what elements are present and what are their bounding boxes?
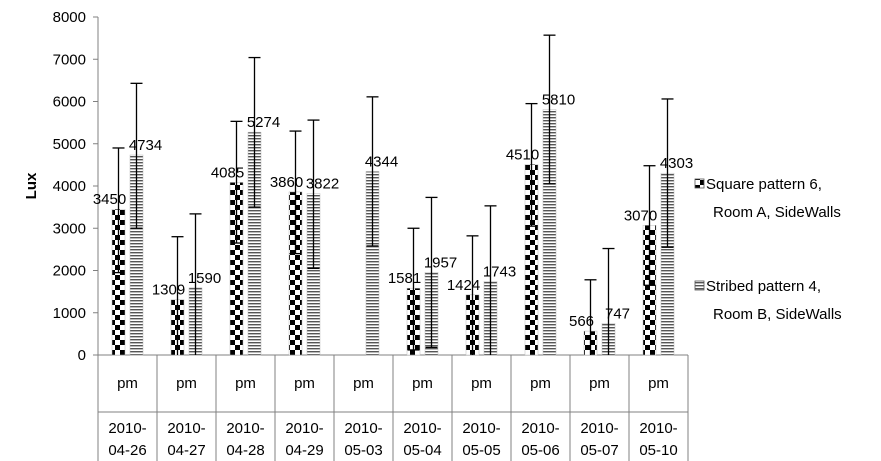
y-tick-label: 1000 — [53, 305, 86, 322]
y-tick-label: 2000 — [53, 263, 86, 280]
data-label: 5274 — [247, 114, 280, 131]
x-tick-label-date: 2010- — [580, 420, 618, 437]
x-tick-label-period: pm — [176, 375, 197, 392]
error-bar — [484, 205, 497, 355]
x-tick-label-date: 05-10 — [639, 442, 677, 459]
data-label: 1309 — [152, 282, 185, 299]
data-label: 5810 — [542, 92, 575, 109]
error-bar — [543, 34, 556, 185]
x-tick-label-date: 2010- — [344, 420, 382, 437]
error-bar — [466, 235, 479, 355]
x-tick-label-date: 05-06 — [521, 442, 559, 459]
data-label: 1957 — [424, 254, 457, 271]
x-tick-label-date: 04-26 — [108, 442, 146, 459]
data-label: 4303 — [660, 155, 693, 172]
error-bar — [602, 247, 615, 355]
legend-label: Stribed pattern 4, — [706, 278, 821, 295]
x-tick-label-period: pm — [589, 375, 610, 392]
data-label: 4085 — [211, 164, 244, 181]
x-tick-label-date: 04-29 — [285, 442, 323, 459]
error-bar — [643, 165, 656, 286]
x-tick-label-period: pm — [412, 375, 433, 392]
x-tick-label-date: 2010- — [521, 420, 559, 437]
data-label: 747 — [605, 305, 630, 322]
error-bar — [130, 82, 143, 229]
x-tick-label-date: 2010- — [285, 420, 323, 437]
y-tick-label: 5000 — [53, 136, 86, 153]
data-label: 3070 — [624, 207, 657, 224]
data-label: 3450 — [93, 191, 126, 208]
data-label: 3822 — [306, 176, 339, 193]
y-tick-label: 7000 — [53, 51, 86, 68]
error-bar — [112, 147, 125, 274]
error-bar — [425, 196, 438, 349]
y-tick-label: 0 — [78, 347, 86, 364]
x-tick-label-period: pm — [235, 375, 256, 392]
x-tick-label-date: 05-05 — [462, 442, 500, 459]
x-tick-label-date: 2010- — [462, 420, 500, 437]
x-tick-label-period: pm — [353, 375, 374, 392]
x-tick-label-period: pm — [294, 375, 315, 392]
legend-label: Square pattern 6, — [706, 176, 822, 193]
data-label: 1743 — [483, 263, 516, 280]
data-label: 1590 — [188, 270, 221, 287]
data-label: 1581 — [388, 270, 421, 287]
x-tick-label-date: 2010- — [167, 420, 205, 437]
data-label: 1424 — [447, 277, 480, 294]
y-tick-label: 8000 — [53, 9, 86, 26]
data-label: 4344 — [365, 153, 398, 170]
x-tick-label-date: 2010- — [403, 420, 441, 437]
y-tick-label: 6000 — [53, 94, 86, 111]
x-tick-label-date: 2010- — [226, 420, 264, 437]
legend-label: Room B, SideWalls — [713, 306, 842, 323]
error-bar — [189, 213, 202, 355]
legend-swatch — [694, 280, 705, 291]
error-bar — [584, 279, 597, 355]
y-axis-title: Lux — [23, 172, 40, 199]
data-label: 4510 — [506, 146, 539, 163]
y-tick-label: 4000 — [53, 178, 86, 195]
legend-item-series-2: Stribed pattern 4, Room B, SideWalls — [694, 278, 842, 323]
y-tick-label: 3000 — [53, 220, 86, 237]
error-bar — [230, 120, 243, 244]
error-bar — [407, 227, 420, 351]
error-bar — [525, 102, 538, 227]
x-tick-label-period: pm — [471, 375, 492, 392]
x-tick-label-date: 2010- — [639, 420, 677, 437]
data-label: 4734 — [129, 137, 162, 154]
x-tick-label-period: pm — [117, 375, 138, 392]
error-bar — [289, 130, 302, 255]
data-label: 3860 — [270, 174, 303, 191]
legend-swatch — [694, 178, 705, 189]
error-bar — [661, 98, 674, 248]
error-bar — [307, 119, 320, 270]
x-tick-label-date: 04-28 — [226, 442, 264, 459]
x-tick-label-date: 05-04 — [403, 442, 441, 459]
error-bar — [366, 96, 379, 247]
x-tick-label-date: 04-27 — [167, 442, 205, 459]
x-tick-label-period: pm — [530, 375, 551, 392]
legend-label: Room A, SideWalls — [713, 204, 841, 221]
error-bar — [248, 56, 261, 208]
x-tick-label-date: 05-07 — [580, 442, 618, 459]
x-tick-label-date: 05-03 — [344, 442, 382, 459]
error-bar — [171, 236, 184, 355]
x-tick-label-period: pm — [648, 375, 669, 392]
data-label: 566 — [569, 313, 594, 330]
x-tick-label-date: 2010- — [108, 420, 146, 437]
legend-item-series-1: Square pattern 6, Room A, SideWalls — [694, 176, 841, 221]
